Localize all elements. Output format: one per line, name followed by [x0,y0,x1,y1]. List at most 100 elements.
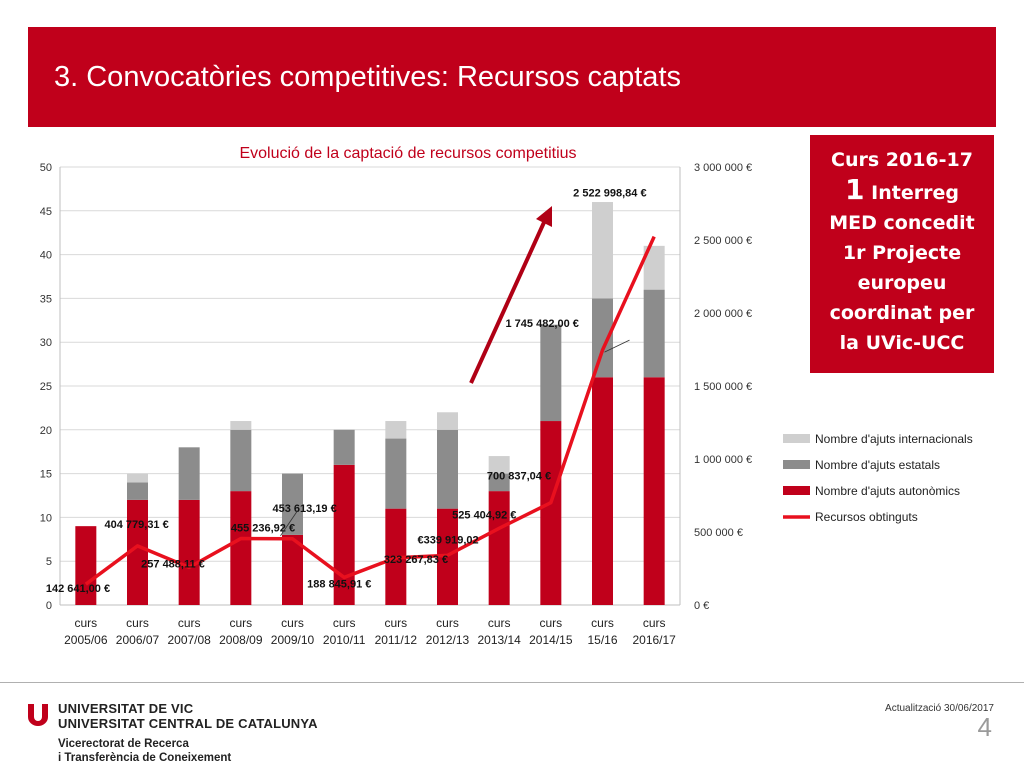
y-left-tick-label: 35 [40,293,52,305]
line-data-label: 525 404,92 € [452,509,516,521]
x-tick-label: curs [281,616,304,630]
x-tick-label: curs [178,616,201,630]
x-tick-label: curs [333,616,356,630]
bar-segment [488,473,510,492]
legend-label: Nombre d'ajuts estatals [815,458,940,472]
y-right-tick-label: 0 € [694,600,709,612]
x-tick-label: 2007/08 [167,633,211,647]
bar-segment [488,456,510,474]
chart-title: Evolució de la captació de recursos comp… [239,145,576,162]
line-data-label: 323 267,83 € [384,554,448,566]
university-name: UNIVERSITAT DE VIC [58,701,194,716]
line-recursos-obtinguts [84,235,656,586]
x-tick-label: 2010/11 [323,633,366,647]
bar-segment [333,464,355,605]
callout-line4: 1r Projecte [842,242,962,264]
line-data-label: 700 837,04 € [487,471,551,483]
bar-segment [127,473,148,483]
line-data-label: 188 845,91 € [307,578,371,590]
y-right-tick-label: 500 000 € [694,527,743,539]
x-tick-label: 2016/17 [632,633,676,647]
line-data-label: 453 613,19 € [273,503,337,515]
x-tick-label: curs [436,616,459,630]
bar-segment [592,298,613,378]
legend-label: Recursos obtinguts [815,510,918,524]
y-left-tick-label: 25 [40,381,52,393]
university-logo-icon [28,704,48,726]
callout-number: 1 [845,173,865,206]
y-left-tick-label: 40 [40,250,52,262]
x-tick-label: 15/16 [587,633,617,647]
bar-segment [643,289,665,378]
x-tick-label: curs [229,616,252,630]
line-data-label: 257 488,11 € [141,558,205,570]
x-tick-label: 2011/12 [375,633,418,647]
page-title: 3. Convocatòries competitives: Recursos … [54,61,681,93]
bar-segment [333,429,355,465]
line-data-label: €339 919,02 [418,534,479,546]
update-date: Actualització 30/06/2017 [885,703,994,714]
y-left-tick-label: 15 [40,469,52,481]
bar-segment [437,429,458,509]
x-tick-label: curs [74,616,97,630]
bar-segment [282,534,303,605]
y-left-tick-label: 10 [40,512,52,524]
footer-divider [0,682,1024,683]
bar-segment [540,324,562,422]
bar-segment [643,245,665,290]
bar-segment [385,421,407,439]
x-tick-label: 2005/06 [64,633,108,647]
bar-segment [592,377,613,605]
x-tick-label: curs [591,616,614,630]
line-data-label: 2 522 998,84 € [573,188,646,200]
bar-segment [282,473,303,535]
header-banner: 3. Convocatòries competitives: Recursos … [28,27,996,127]
y-left-tick-label: 0 [46,600,52,612]
line-data-label: 404 779,31 € [105,519,169,531]
y-left-tick-label: 30 [40,337,52,349]
y-right-tick-label: 2 500 000 € [694,235,752,247]
bar-segment [230,421,252,430]
y-left-tick-label: 45 [40,206,52,218]
x-tick-label: 2013/14 [477,633,521,647]
legend-swatch [783,434,810,443]
bar-segment [178,499,200,605]
callout-line7: la UVic-UCC [839,332,965,354]
bar-segment [127,499,148,605]
leader-line [604,339,630,353]
x-tick-label: 2009/10 [271,633,315,647]
y-left-tick-label: 50 [40,162,52,174]
bar-segment [230,491,252,605]
y-right-tick-label: 2 000 000 € [694,308,752,320]
legend-label: Nombre d'ajuts autonòmics [815,484,960,498]
bar-segment [230,429,252,492]
vicerectorat-line2: i Transferència de Coneixement [58,752,232,764]
bar-segment [592,202,613,299]
line-data-label: 455 236,92 € [231,523,295,535]
x-tick-label: curs [539,616,562,630]
x-tick-label: curs [643,616,666,630]
callout-line6: coordinat per [829,302,975,324]
bar-segment [488,491,510,605]
page-number: 4 [977,712,992,742]
y-right-tick-label: 1 000 000 € [694,454,752,466]
x-tick-label: 2012/13 [426,633,470,647]
bar-segment [127,482,148,500]
trend-arrow [469,217,548,384]
x-tick-label: curs [126,616,149,630]
trend-arrow-head [536,206,552,227]
y-right-tick-label: 1 500 000 € [694,381,752,393]
y-left-tick-label: 20 [40,425,52,437]
line-data-label: 1 745 482,00 € [506,318,579,330]
x-tick-label: curs [384,616,407,630]
callout-line5: europeu [857,272,947,294]
callout-line3: MED concedit [829,212,975,234]
legend-label: Nombre d'ajuts internacionals [815,432,973,446]
y-left-tick-label: 5 [46,556,52,568]
callout-box: Curs 2016-17 1 Interreg MED concedit 1r … [810,135,994,373]
bar-segment [643,377,665,605]
vicerectorat-line1: Vicerectorat de Recerca [58,738,189,750]
y-right-tick-label: 3 000 000 € [694,162,752,174]
bar-segment [540,421,562,605]
university-name-central: UNIVERSITAT CENTRAL DE CATALUNYA [58,716,318,731]
